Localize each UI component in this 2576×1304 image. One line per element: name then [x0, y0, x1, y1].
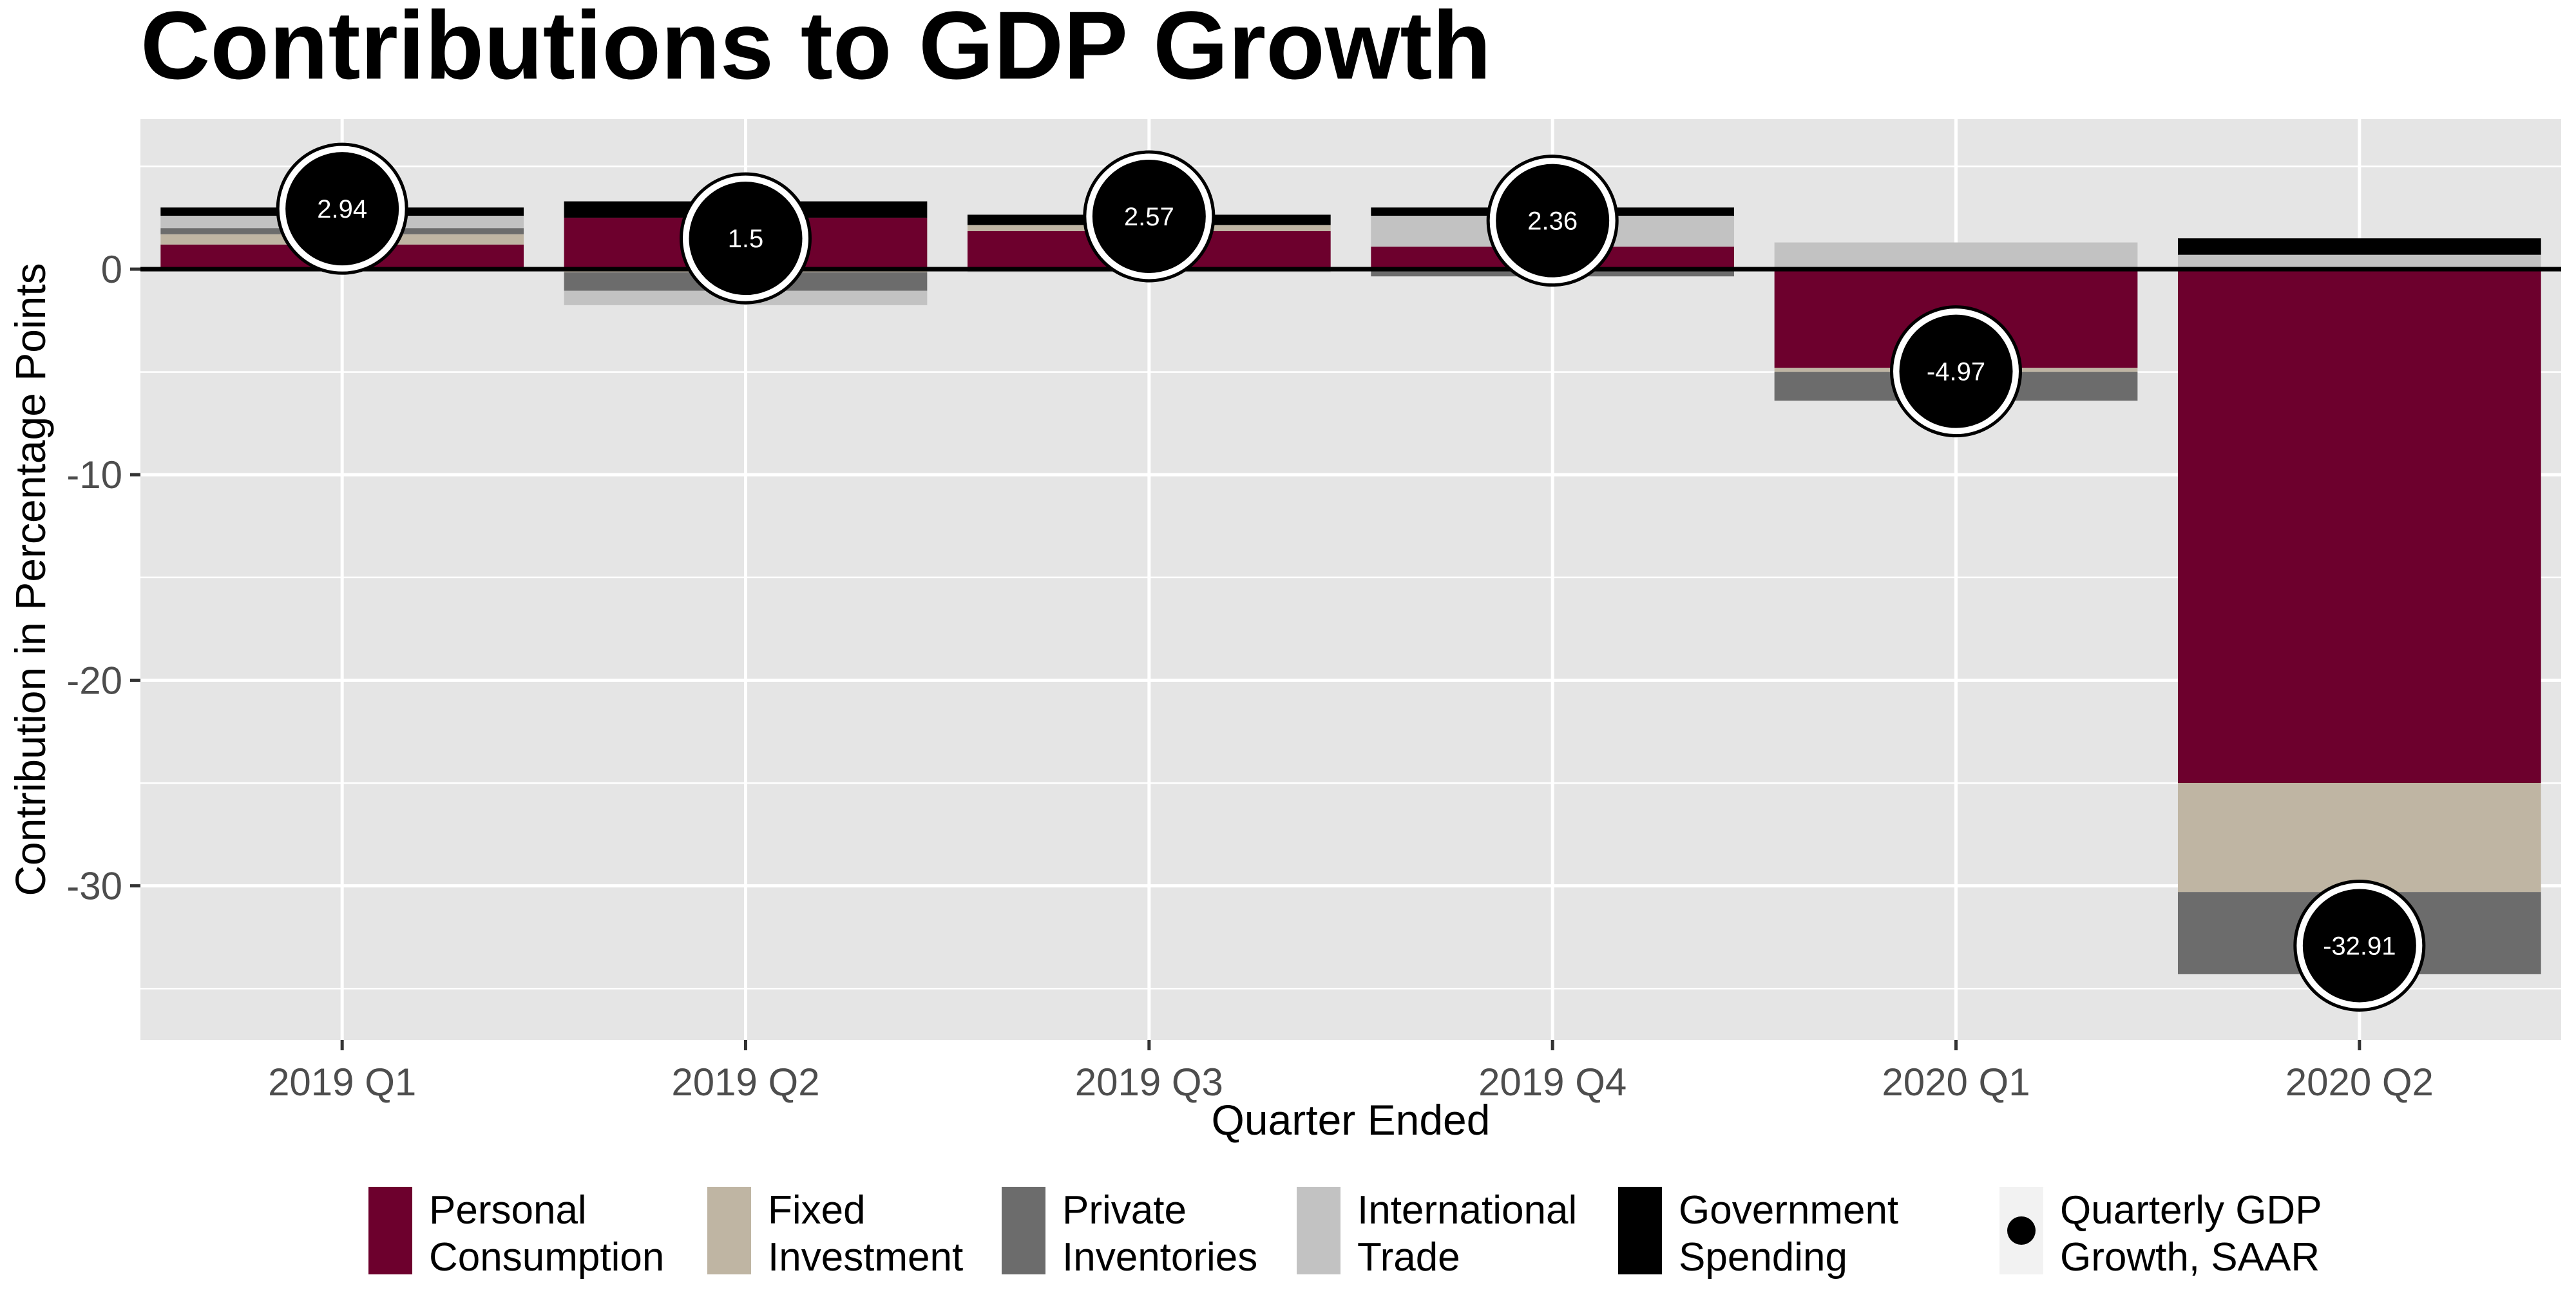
legend-key-fixed-investment — [707, 1187, 751, 1274]
y-tick-label: -20 — [66, 659, 122, 702]
gdp-marker-2019-q3 — [1092, 159, 1206, 273]
y-axis-label: Contribution in Percentage Points — [6, 263, 54, 896]
legend-label-line: Spending — [1679, 1235, 1847, 1280]
x-tick-label: 2019 Q4 — [1478, 1061, 1627, 1104]
legend-key-private-inventories — [1002, 1187, 1045, 1274]
y-tick-label: 0 — [101, 248, 122, 291]
bar-personal-consumption-2020-q2 — [2177, 269, 2541, 784]
x-axis-label: Quarter Ended — [1212, 1096, 1491, 1144]
legend-label-line: Consumption — [429, 1235, 664, 1280]
gdp-marker-2020-q2 — [2302, 889, 2416, 1003]
gdp-data-label-2020-q2: -32.91 — [2323, 932, 2396, 960]
legend-key-quarterly-gdp-growth-saar — [2007, 1216, 2036, 1245]
x-tick-label: 2019 Q3 — [1075, 1061, 1223, 1104]
x-axis-ticks: 2019 Q1 2019 Q2 2019 Q3 2019 Q4 2020 Q1 2020 … — [268, 1040, 2434, 1104]
chart-title: Contributions to GDP Growth — [140, 0, 1491, 99]
x-tick-label: 2019 Q2 — [671, 1061, 819, 1104]
gdp-data-label-2019-q1: 2.94 — [317, 195, 367, 223]
legend-key-international-trade — [1297, 1187, 1340, 1274]
gdp-data-label-2019-q2: 1.5 — [728, 225, 764, 253]
legend-label-line: Government — [1679, 1188, 1898, 1233]
gdp-marker-2020-q1 — [1899, 314, 2013, 428]
legend-label-line: Investment — [768, 1235, 963, 1280]
gdp-data-label-2019-q3: 2.57 — [1124, 203, 1174, 231]
legend-key-personal-consumption — [368, 1187, 412, 1274]
y-tick-label: -10 — [66, 453, 122, 496]
y-axis-ticks: 0 -10 -20 -30 — [66, 248, 140, 908]
legend-key-government-spending — [1618, 1187, 1662, 1274]
legend-label-line: Quarterly GDP — [2060, 1188, 2322, 1233]
gdp-marker-2019-q4 — [1496, 164, 1610, 278]
bar-government-spending-2020-q2 — [2177, 238, 2541, 255]
bar-fixed-investment-2020-q2 — [2177, 783, 2541, 893]
gdp-data-label-2019-q4: 2.36 — [1527, 207, 1578, 236]
legend-label-line: Private — [1062, 1188, 1187, 1233]
bar-international-trade-2020-q2 — [2177, 254, 2541, 270]
y-tick-label: -30 — [66, 865, 122, 908]
x-tick-label: 2020 Q2 — [2285, 1061, 2434, 1104]
legend-label-line: Trade — [1357, 1235, 1460, 1280]
gdp-marker-2019-q2 — [689, 182, 803, 296]
bar-international-trade-2020-q1 — [1774, 242, 2138, 270]
legend-label-line: Inventories — [1062, 1235, 1257, 1280]
x-tick-label: 2019 Q1 — [268, 1061, 416, 1104]
x-tick-label: 2020 Q1 — [1882, 1061, 2030, 1104]
legend-label-line: Fixed — [768, 1188, 866, 1233]
legend-label-line: Personal — [429, 1188, 587, 1233]
gdp-marker-2019-q1 — [285, 152, 399, 266]
legend-label-line: Growth, SAAR — [2060, 1235, 2320, 1280]
legend-label-line: International — [1357, 1188, 1577, 1233]
gdp-growth-markers: 2.94 1.5 2.57 2.36 -4.97 -32.91 — [276, 142, 2426, 1012]
gdp-data-label-2020-q1: -4.97 — [1927, 358, 1985, 386]
